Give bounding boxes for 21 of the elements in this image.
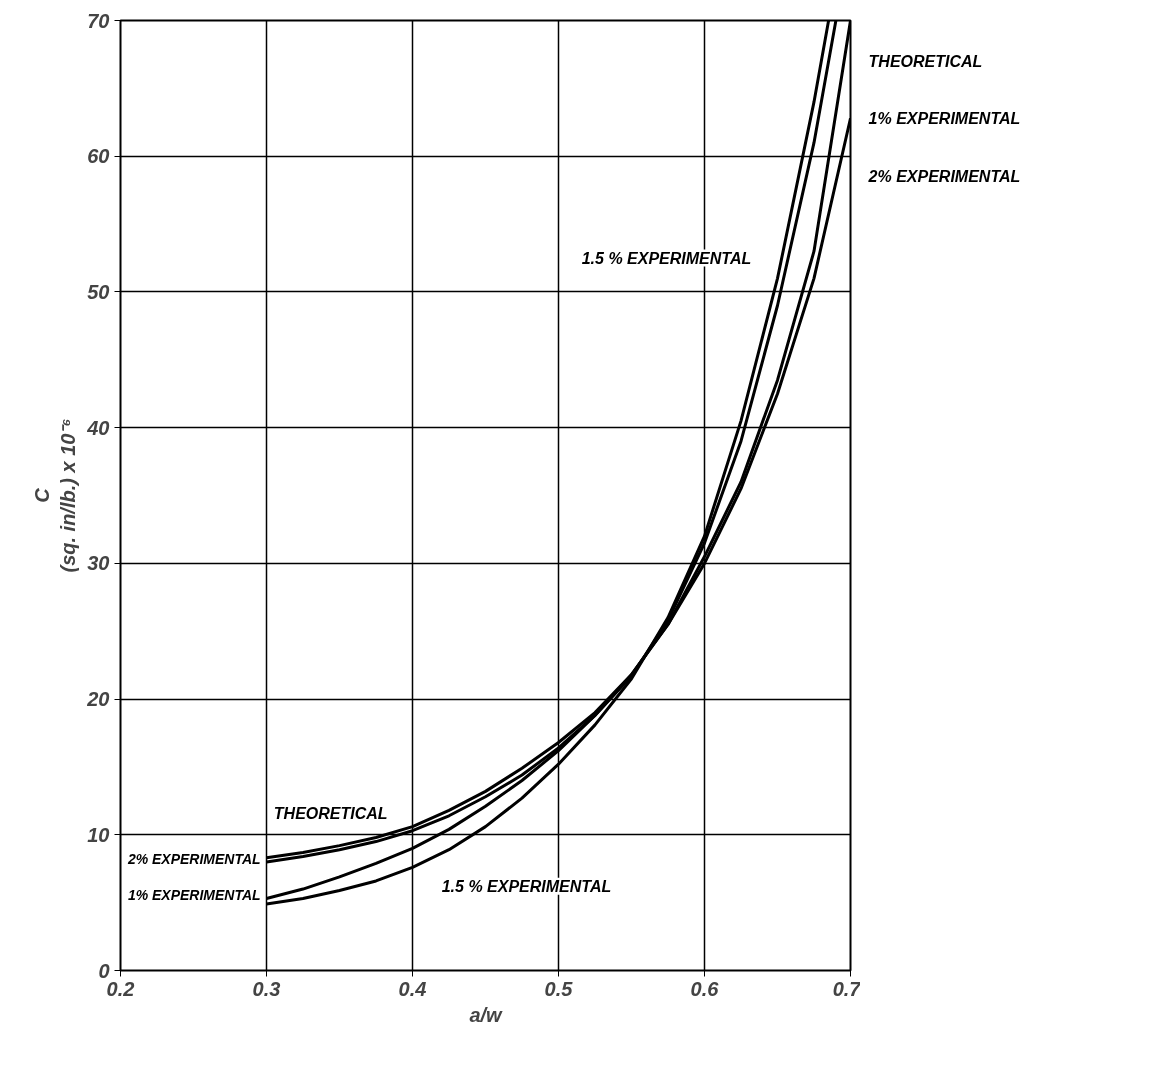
x-tick-label: 0.4 [398, 977, 427, 1000]
series-label: THEORETICAL [273, 804, 388, 822]
y-tick-label: 30 [87, 552, 110, 575]
legend-label: 2% EXPERIMENTAL [126, 851, 261, 868]
x-tick-label: 0.5 [544, 977, 574, 1000]
text: THEORETICAL [868, 52, 983, 70]
y-tick-label: 60 [87, 145, 110, 168]
series-label: 1% EXPERIMENTAL [127, 886, 261, 903]
y-tick-label: 10 [87, 823, 110, 846]
y-axis-title: C (sq. in/lb.) x 10⁻⁶ [30, 418, 80, 573]
y-tick-label: 40 [86, 416, 110, 439]
text: 1.5 % EXPERIMENTAL [581, 249, 752, 267]
text: 1% EXPERIMENTAL [868, 109, 1021, 127]
y-tick-label: 50 [87, 280, 110, 303]
text: 2% EXPERIMENTAL [868, 168, 1021, 186]
x-tick-label: 0.3 [252, 977, 281, 1000]
y-tick-label: 20 [86, 688, 110, 711]
series-label: 1.5 % EXPERIMENTAL [441, 877, 612, 895]
x-axis-title: a/w [469, 1003, 504, 1026]
x-tick-label: 0.6 [690, 977, 720, 1000]
y-tick-label: 70 [87, 9, 110, 32]
